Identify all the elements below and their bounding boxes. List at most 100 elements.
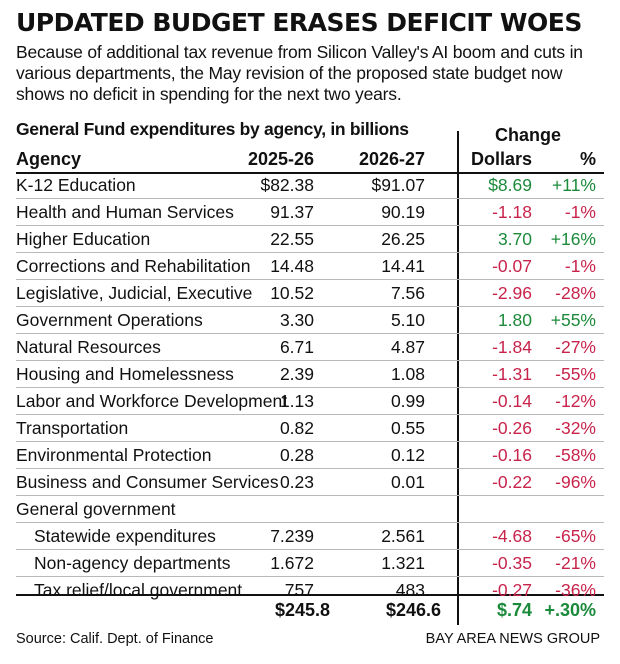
change-dollars: -0.26 [492,418,532,438]
table-row: Business and Consumer Services 0.23 0.01 -0… [16,469,604,496]
value-2026-27: 1.08 [390,364,425,384]
expenditures-table: General Fund expenditures by agency, in … [16,118,604,603]
value-2026-27: $91.07 [371,175,425,195]
change-divider [457,131,459,625]
change-pct: +55% [550,310,596,330]
total-2025-26: $245.8 [274,600,330,620]
table-row: Higher Education 22.55 26.25 3.70 +16% [16,226,604,253]
table-row: Corrections and Rehabilitation 14.48 14.41… [16,253,604,280]
change-pct: +16% [550,229,596,249]
dek: Because of additional tax revenue from S… [16,42,583,104]
table-row: Health and Human Services 91.37 90.19 -1.18… [16,199,604,226]
value-2026-27: 90.19 [381,202,425,222]
value-2026-27: 14.41 [381,256,425,276]
value-2026-27: 0.55 [390,418,425,438]
agency-cell: Housing and Homelessness [16,364,234,384]
value-2025-26: 91.37 [270,202,314,222]
change-dollars: -0.16 [492,445,532,465]
total-2026-27: $246.6 [385,600,441,620]
sub-table-row: Tax relief/local government .757 .483 -0.27… [16,577,604,603]
change-pct: -32% [555,418,596,438]
agency-cell: Natural Resources [16,337,161,357]
header: UPDATED BUDGET ERASES DEFICIT WOES Becau… [16,8,604,105]
table-row: Natural Resources 6.71 4.87 -1.84 -27% [16,334,604,361]
table-row: K-12 Education $82.38 $91.07 $8.69 +11% [16,172,604,199]
agency-cell: Health and Human Services [16,202,234,222]
change-dollars: -4.68 [492,526,532,546]
value-2026-27: 7.56 [390,283,425,303]
change-dollars: -0.27 [492,580,532,600]
agency-cell: Higher Education [16,229,151,249]
agency-cell: Labor and Workforce Development [16,391,288,411]
value-2025-26: 22.55 [270,229,314,249]
headline: UPDATED BUDGET ERASES DEFICIT WOES [16,8,582,37]
total-dollars: $.74 [496,600,532,620]
change-pct: -27% [555,337,596,357]
value-2025-26: 14.48 [270,256,314,276]
change-dollars: 3.70 [497,229,532,249]
agency-cell: Legislative, Judicial, Executive [16,283,253,303]
value-2025-26: 0.28 [279,445,314,465]
change-pct: -1% [564,202,596,222]
source-note: Source: Calif. Dept. of Finance [16,631,214,647]
credit: BAY AREA NEWS GROUP [425,631,600,647]
value-2025-26: 6.71 [279,337,314,357]
change-header: Change [495,125,562,145]
value-2026-27: 0.12 [390,445,425,465]
agency-cell: Non-agency departments [34,553,231,573]
change-pct: -58% [555,445,596,465]
change-dollars: -0.14 [492,391,532,411]
agency-cell: Government Operations [16,310,203,330]
value-2025-26: 0.82 [279,418,314,438]
value-2025-26: 1.672 [270,553,314,573]
agency-cell: Business and Consumer Services [16,472,279,492]
header-rule [16,172,604,174]
change-dollars: -1.31 [492,364,532,384]
sub-table-row: Non-agency departments 1.672 1.321 -0.35 -21… [16,550,604,577]
change-pct: -12% [555,391,596,411]
change-dollars: -2.96 [492,283,532,303]
change-pct: -1% [564,256,596,276]
agency-cell: Transportation [16,418,129,438]
value-2025-26: 7.239 [270,526,314,546]
change-pct: -65% [555,526,596,546]
value-2025-26: 0.23 [279,472,314,492]
value-2025-26: .757 [279,580,314,600]
change-pct: -28% [555,283,596,303]
change-pct: -36% [555,580,596,600]
change-dollars: -1.84 [492,337,532,357]
value-2026-27: 5.10 [390,310,425,330]
agency-cell: K-12 Education [16,175,136,195]
agency-cell: Environmental Protection [16,445,212,465]
value-2025-26: 10.52 [270,283,314,303]
col-2026-27: 2026-27 [358,149,425,169]
change-pct: -55% [555,364,596,384]
change-dollars: $8.69 [488,175,532,195]
general-government-header: General government [16,496,604,523]
column-header-row: Agency 2025-26 2026-27 Dollars % [16,144,604,172]
change-dollars: -0.35 [492,553,532,573]
col-agency: Agency [16,149,82,169]
value-2026-27: 4.87 [390,337,425,357]
change-dollars: 1.80 [497,310,532,330]
agency-cell: Statewide expenditures [34,526,216,546]
table-title-row: General Fund expenditures by agency, in … [16,118,604,145]
totals-row: $245.8 $246.6 $.74 +.30% [0,596,620,624]
table-row: Housing and Homelessness 2.39 1.08 -1.31 -55… [16,361,604,388]
change-dollars: -0.07 [492,256,532,276]
table-row: Transportation 0.82 0.55 -0.26 -32% [16,415,604,442]
value-2026-27: 1.321 [381,553,425,573]
agency-cell: Corrections and Rehabilitation [16,256,251,276]
agency-cell: Tax relief/local government [34,580,243,600]
change-dollars: -0.22 [492,472,532,492]
value-2025-26: $82.38 [260,175,314,195]
table-row: Environmental Protection 0.28 0.12 -0.16 -58… [16,442,604,469]
table-row: Labor and Workforce Development 1.13 0.99 -… [16,388,604,415]
value-2026-27: 26.25 [381,229,425,249]
total-pct: +.30% [544,600,596,620]
change-pct: -21% [555,553,596,573]
value-2026-27: .483 [390,580,425,600]
col-pct: % [579,149,596,169]
value-2026-27: 2.561 [381,526,425,546]
table-row: Legislative, Judicial, Executive 10.52 7.5… [16,280,604,307]
